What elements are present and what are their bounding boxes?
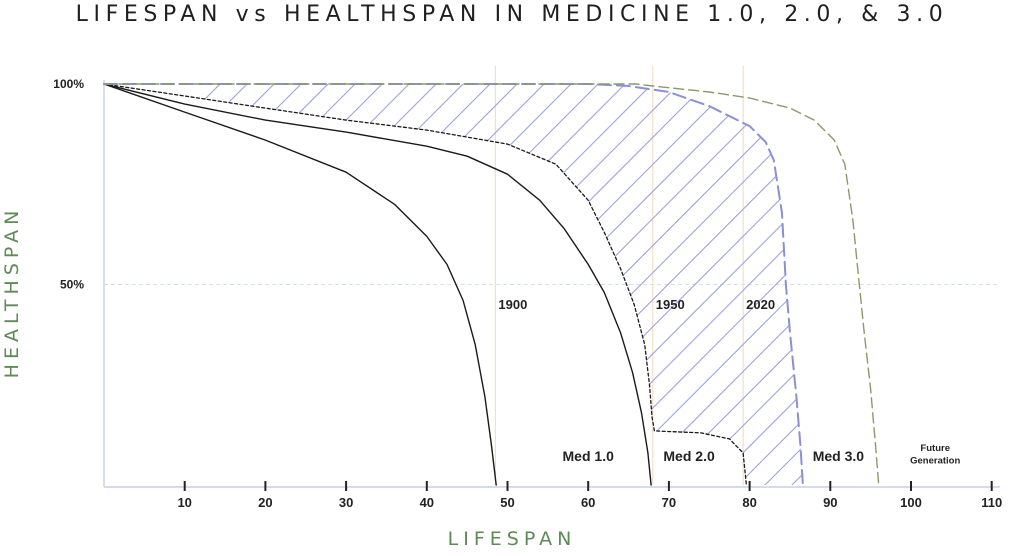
reference-label-2020: 2020 [746,297,775,312]
annotation-med-3-0: Med 3.0 [813,448,865,464]
hatch-line [104,84,484,485]
chart-title: LIFESPAN vs HEALTHSPAN IN MEDICINE 1.0, … [75,2,949,27]
reference-label-1950: 1950 [656,297,685,312]
x-tick-label-80: 80 [742,495,756,510]
series-layer [103,83,880,486]
grid-layer [104,66,1000,485]
x-tick-label-100: 100 [900,495,922,510]
x-tick-label-60: 60 [581,495,595,510]
hatch-line [104,84,376,485]
hatch-line [609,84,803,485]
series-line-s1950 [103,83,652,486]
series-line-med3 [103,83,804,486]
annotation-med-2-0: Med 2.0 [663,448,715,464]
x-tick-label-50: 50 [500,495,514,510]
hatch-line [582,84,803,485]
annotation-future: Future [920,443,950,454]
reference-label-1900: 1900 [498,297,527,312]
x-tick-label-110: 110 [981,495,1002,510]
hatch-line [393,84,803,485]
hatch-line [690,84,803,485]
y-tick-label-50: 50% [60,278,84,292]
series-line-future [103,83,880,486]
series-line-s1900 [103,83,497,486]
hatch-line [961,64,1024,505]
labels-layer: 1900 1950 2020 Med 1.0 Med 2.0 Med 3.0 Future G… [498,297,960,467]
x-tick-label-10: 10 [177,495,191,510]
hatch-line [231,84,673,485]
annotation-med-1-0: Med 1.0 [563,448,615,464]
hatch-line [663,84,803,485]
x-tick-label-70: 70 [662,495,676,510]
y-axis-label: HEALTHSPAN [1,205,23,379]
y-tick-label-100: 100% [53,77,84,91]
x-tick-label-30: 30 [339,495,353,510]
x-tick-label-90: 90 [823,495,837,510]
x-axis-label: LIFESPAN [447,528,577,550]
annotation-generation: Generation [910,456,960,467]
x-tick-label-40: 40 [420,495,434,510]
x-tick-label-20: 20 [258,495,272,510]
series-line-s2020 [103,83,748,486]
hatch-line [717,84,803,485]
hatch-line [420,84,803,485]
axes-layer: 10 20 30 40 50 60 70 80 90 100 110 50% 100% [53,77,1002,510]
hatch-line [636,84,803,485]
